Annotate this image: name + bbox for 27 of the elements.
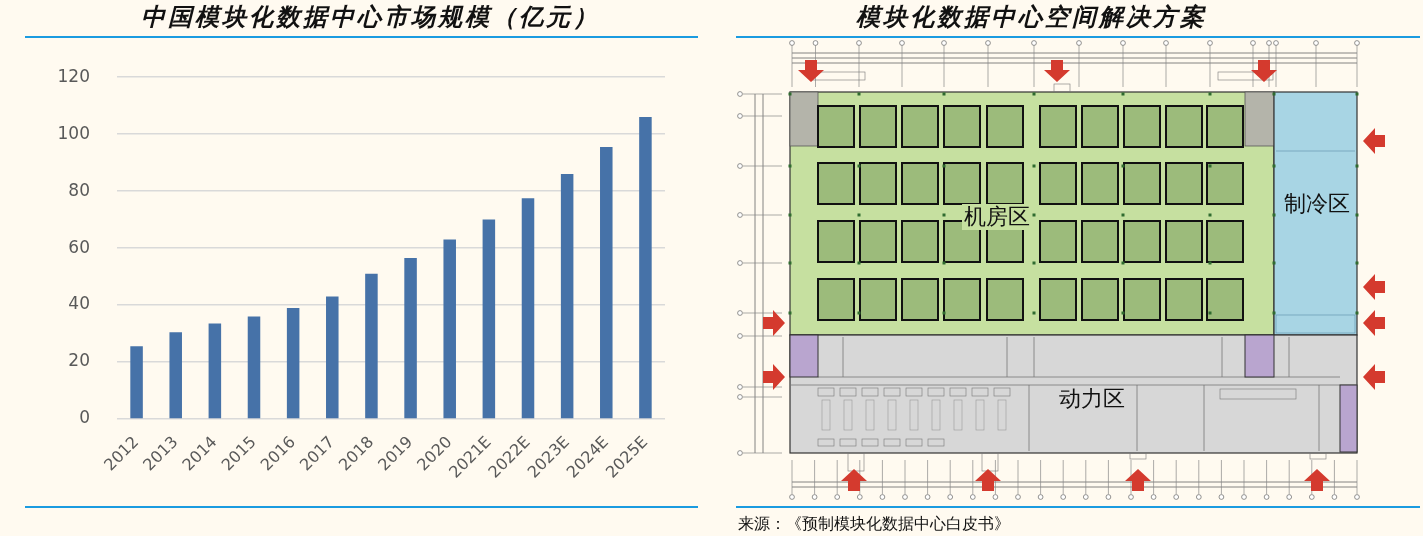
bar — [286, 307, 300, 419]
bar — [443, 239, 456, 419]
y-tick-label: 40 — [68, 293, 90, 314]
y-tick-label: 60 — [68, 236, 90, 257]
text: 制冷区 — [1282, 191, 1352, 217]
bar — [639, 117, 652, 419]
bar — [521, 198, 535, 419]
text: 机房区 — [962, 204, 1032, 230]
y-tick-label: 100 — [57, 122, 90, 143]
bar — [169, 332, 182, 419]
chart-title: 中国模块化数据中心市场规模（亿元） — [140, 2, 601, 32]
bar — [404, 258, 417, 419]
source-note: 来源：《预制模块化数据中心白皮书》 — [738, 514, 1010, 534]
y-tick-label: 0 — [79, 407, 90, 428]
bar — [365, 273, 378, 419]
bar — [326, 296, 339, 419]
y-tick-label: 120 — [57, 65, 90, 86]
bar — [208, 323, 222, 419]
bar — [482, 219, 496, 419]
y-tick-label: 20 — [68, 350, 90, 371]
text: 模块化数据中心空间解决方案 — [855, 2, 1208, 32]
y-tick-label: 80 — [68, 179, 90, 200]
text: 动力区 — [1057, 386, 1127, 412]
bar — [600, 146, 613, 419]
bar — [560, 174, 574, 419]
bar — [130, 346, 143, 419]
bar — [247, 316, 261, 419]
